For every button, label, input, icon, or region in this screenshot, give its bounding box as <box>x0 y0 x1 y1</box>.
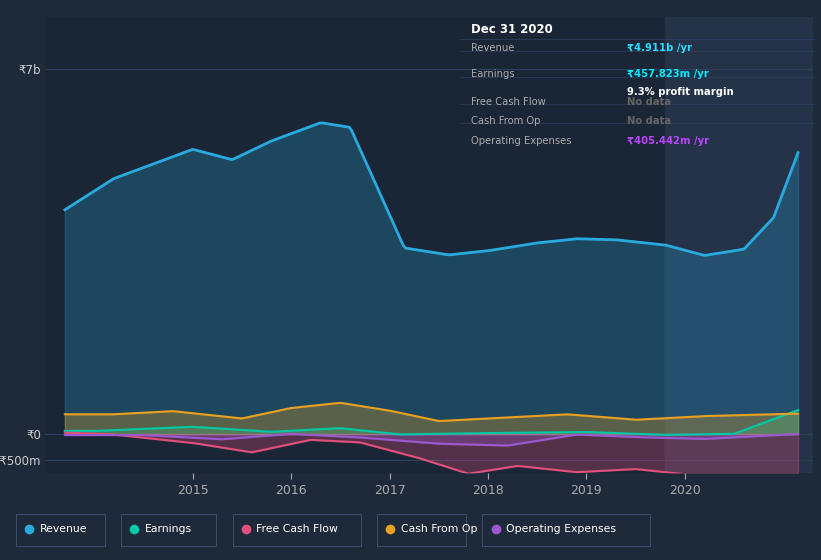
Text: Operating Expenses: Operating Expenses <box>470 136 571 146</box>
Text: ₹4.911b /yr: ₹4.911b /yr <box>627 43 692 53</box>
Text: Earnings: Earnings <box>144 524 192 534</box>
Text: Earnings: Earnings <box>470 69 514 80</box>
Text: Free Cash Flow: Free Cash Flow <box>470 97 545 107</box>
Text: Cash From Op: Cash From Op <box>401 524 478 534</box>
Text: Cash From Op: Cash From Op <box>470 116 540 126</box>
Text: 9.3% profit margin: 9.3% profit margin <box>627 87 733 97</box>
Text: ₹405.442m /yr: ₹405.442m /yr <box>627 136 709 146</box>
Text: Operating Expenses: Operating Expenses <box>506 524 616 534</box>
Text: Revenue: Revenue <box>470 43 514 53</box>
Bar <box>665 17 813 473</box>
Text: No data: No data <box>627 116 671 126</box>
Text: Dec 31 2020: Dec 31 2020 <box>470 23 553 36</box>
Text: ₹457.823m /yr: ₹457.823m /yr <box>627 69 709 80</box>
Text: Revenue: Revenue <box>39 524 87 534</box>
Text: No data: No data <box>627 97 671 107</box>
Text: Free Cash Flow: Free Cash Flow <box>256 524 338 534</box>
